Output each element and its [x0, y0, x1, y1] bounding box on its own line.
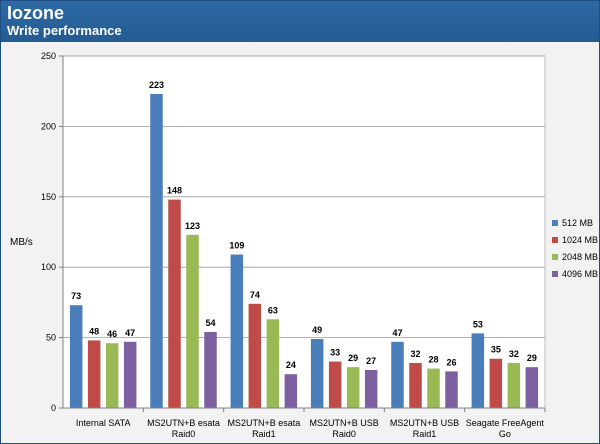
data-label: 48 [89, 326, 99, 336]
legend-item: 2048 MB [552, 248, 598, 265]
x-tick-label: Internal SATA [76, 418, 131, 428]
bar [525, 367, 539, 408]
y-tick-label: 100 [41, 262, 56, 272]
bar [409, 362, 422, 408]
data-label: 29 [527, 353, 537, 363]
bar [168, 199, 181, 408]
bar [284, 374, 298, 408]
data-label: 26 [446, 357, 456, 367]
y-tick-label: 50 [46, 333, 56, 343]
bar [266, 319, 280, 408]
legend-swatch [552, 270, 558, 277]
data-label: 47 [392, 328, 402, 338]
legend-label: 2048 MB [562, 251, 599, 262]
gridlines [63, 55, 545, 339]
legend-item: 512 MB [552, 214, 598, 231]
data-label: 49 [312, 325, 322, 335]
data-labels: 73 48 46 47 223 148 123 54 109 74 63 24 49 33 29 27 47 32… [71, 80, 537, 370]
plot-area [62, 55, 546, 409]
legend-swatch [552, 219, 558, 226]
x-tick-label: MS2UTN+B USB [390, 418, 459, 428]
data-label: 29 [348, 353, 358, 363]
x-tick-label: MS2UTN+B USB [310, 418, 379, 428]
data-label: 63 [268, 305, 278, 315]
y-tick-label: 250 [41, 51, 56, 61]
y-tick-label: 0 [51, 403, 56, 413]
data-label: 33 [330, 348, 340, 358]
bar [328, 361, 342, 408]
data-label: 54 [205, 318, 215, 328]
x-tick-label: Seagate FreeAgent [466, 418, 545, 428]
bar [248, 303, 262, 408]
data-label: 73 [71, 291, 81, 301]
data-label: 28 [428, 355, 438, 365]
bar [310, 339, 324, 408]
legend: 512 MB 1024 MB 2048 MB 4096 MB [552, 214, 598, 282]
x-tick-label: Raid1 [252, 429, 276, 439]
bar [69, 305, 83, 408]
data-label: 35 [491, 345, 501, 355]
x-tick-label: MS2UTN+B esata [227, 418, 300, 428]
legend-label: 4096 MB [562, 268, 599, 279]
x-tick-label: Raid0 [172, 429, 196, 439]
legend-swatch [552, 236, 558, 243]
bar [364, 369, 378, 408]
data-label: 109 [229, 241, 244, 251]
data-label: 123 [185, 221, 200, 231]
bar [471, 333, 485, 408]
data-label: 32 [509, 349, 519, 359]
bar [123, 341, 137, 408]
legend-label: 512 MB [562, 217, 594, 228]
bar [204, 331, 217, 408]
y-tick-label: 200 [41, 121, 56, 131]
bar [230, 254, 244, 408]
legend-label: 1024 MB [562, 234, 599, 245]
bar [445, 371, 458, 408]
bars [69, 94, 539, 409]
x-tick-label: Raid0 [332, 429, 356, 439]
data-label: 46 [107, 329, 117, 339]
y-axis-label: MB/s [10, 237, 33, 248]
y-tick-label: 150 [41, 192, 56, 202]
data-label: 27 [366, 356, 376, 366]
x-tick-label: Go [499, 429, 511, 439]
data-label: 47 [125, 328, 135, 338]
data-label: 74 [250, 290, 260, 300]
data-label: 53 [473, 319, 483, 329]
data-label: 32 [410, 349, 420, 359]
bar [507, 362, 521, 408]
chart-header: Iozone Write performance [1, 1, 599, 42]
x-tick-label: Raid1 [413, 429, 437, 439]
legend-item: 4096 MB [552, 265, 598, 282]
bar [87, 340, 101, 408]
bar [105, 343, 119, 408]
bar [489, 358, 503, 408]
x-tick-label: MS2UTN+B esata [147, 418, 220, 428]
bar [186, 234, 199, 408]
y-axis-ticks: 0 50 100 150 200 250 [41, 51, 63, 413]
legend-item: 1024 MB [552, 231, 598, 248]
bar [391, 341, 404, 408]
data-label: 223 [149, 80, 164, 90]
data-label: 148 [167, 186, 182, 196]
data-label: 24 [286, 360, 296, 370]
bar [427, 368, 440, 408]
chart-title: Iozone [7, 3, 64, 23]
chart-subtitle: Write performance [7, 23, 122, 38]
x-axis-ticks: Internal SATA MS2UTN+B esataRaid0MS2UTN+B… [76, 408, 546, 439]
bar [346, 367, 360, 408]
legend-swatch [552, 253, 558, 260]
bar [150, 94, 163, 409]
